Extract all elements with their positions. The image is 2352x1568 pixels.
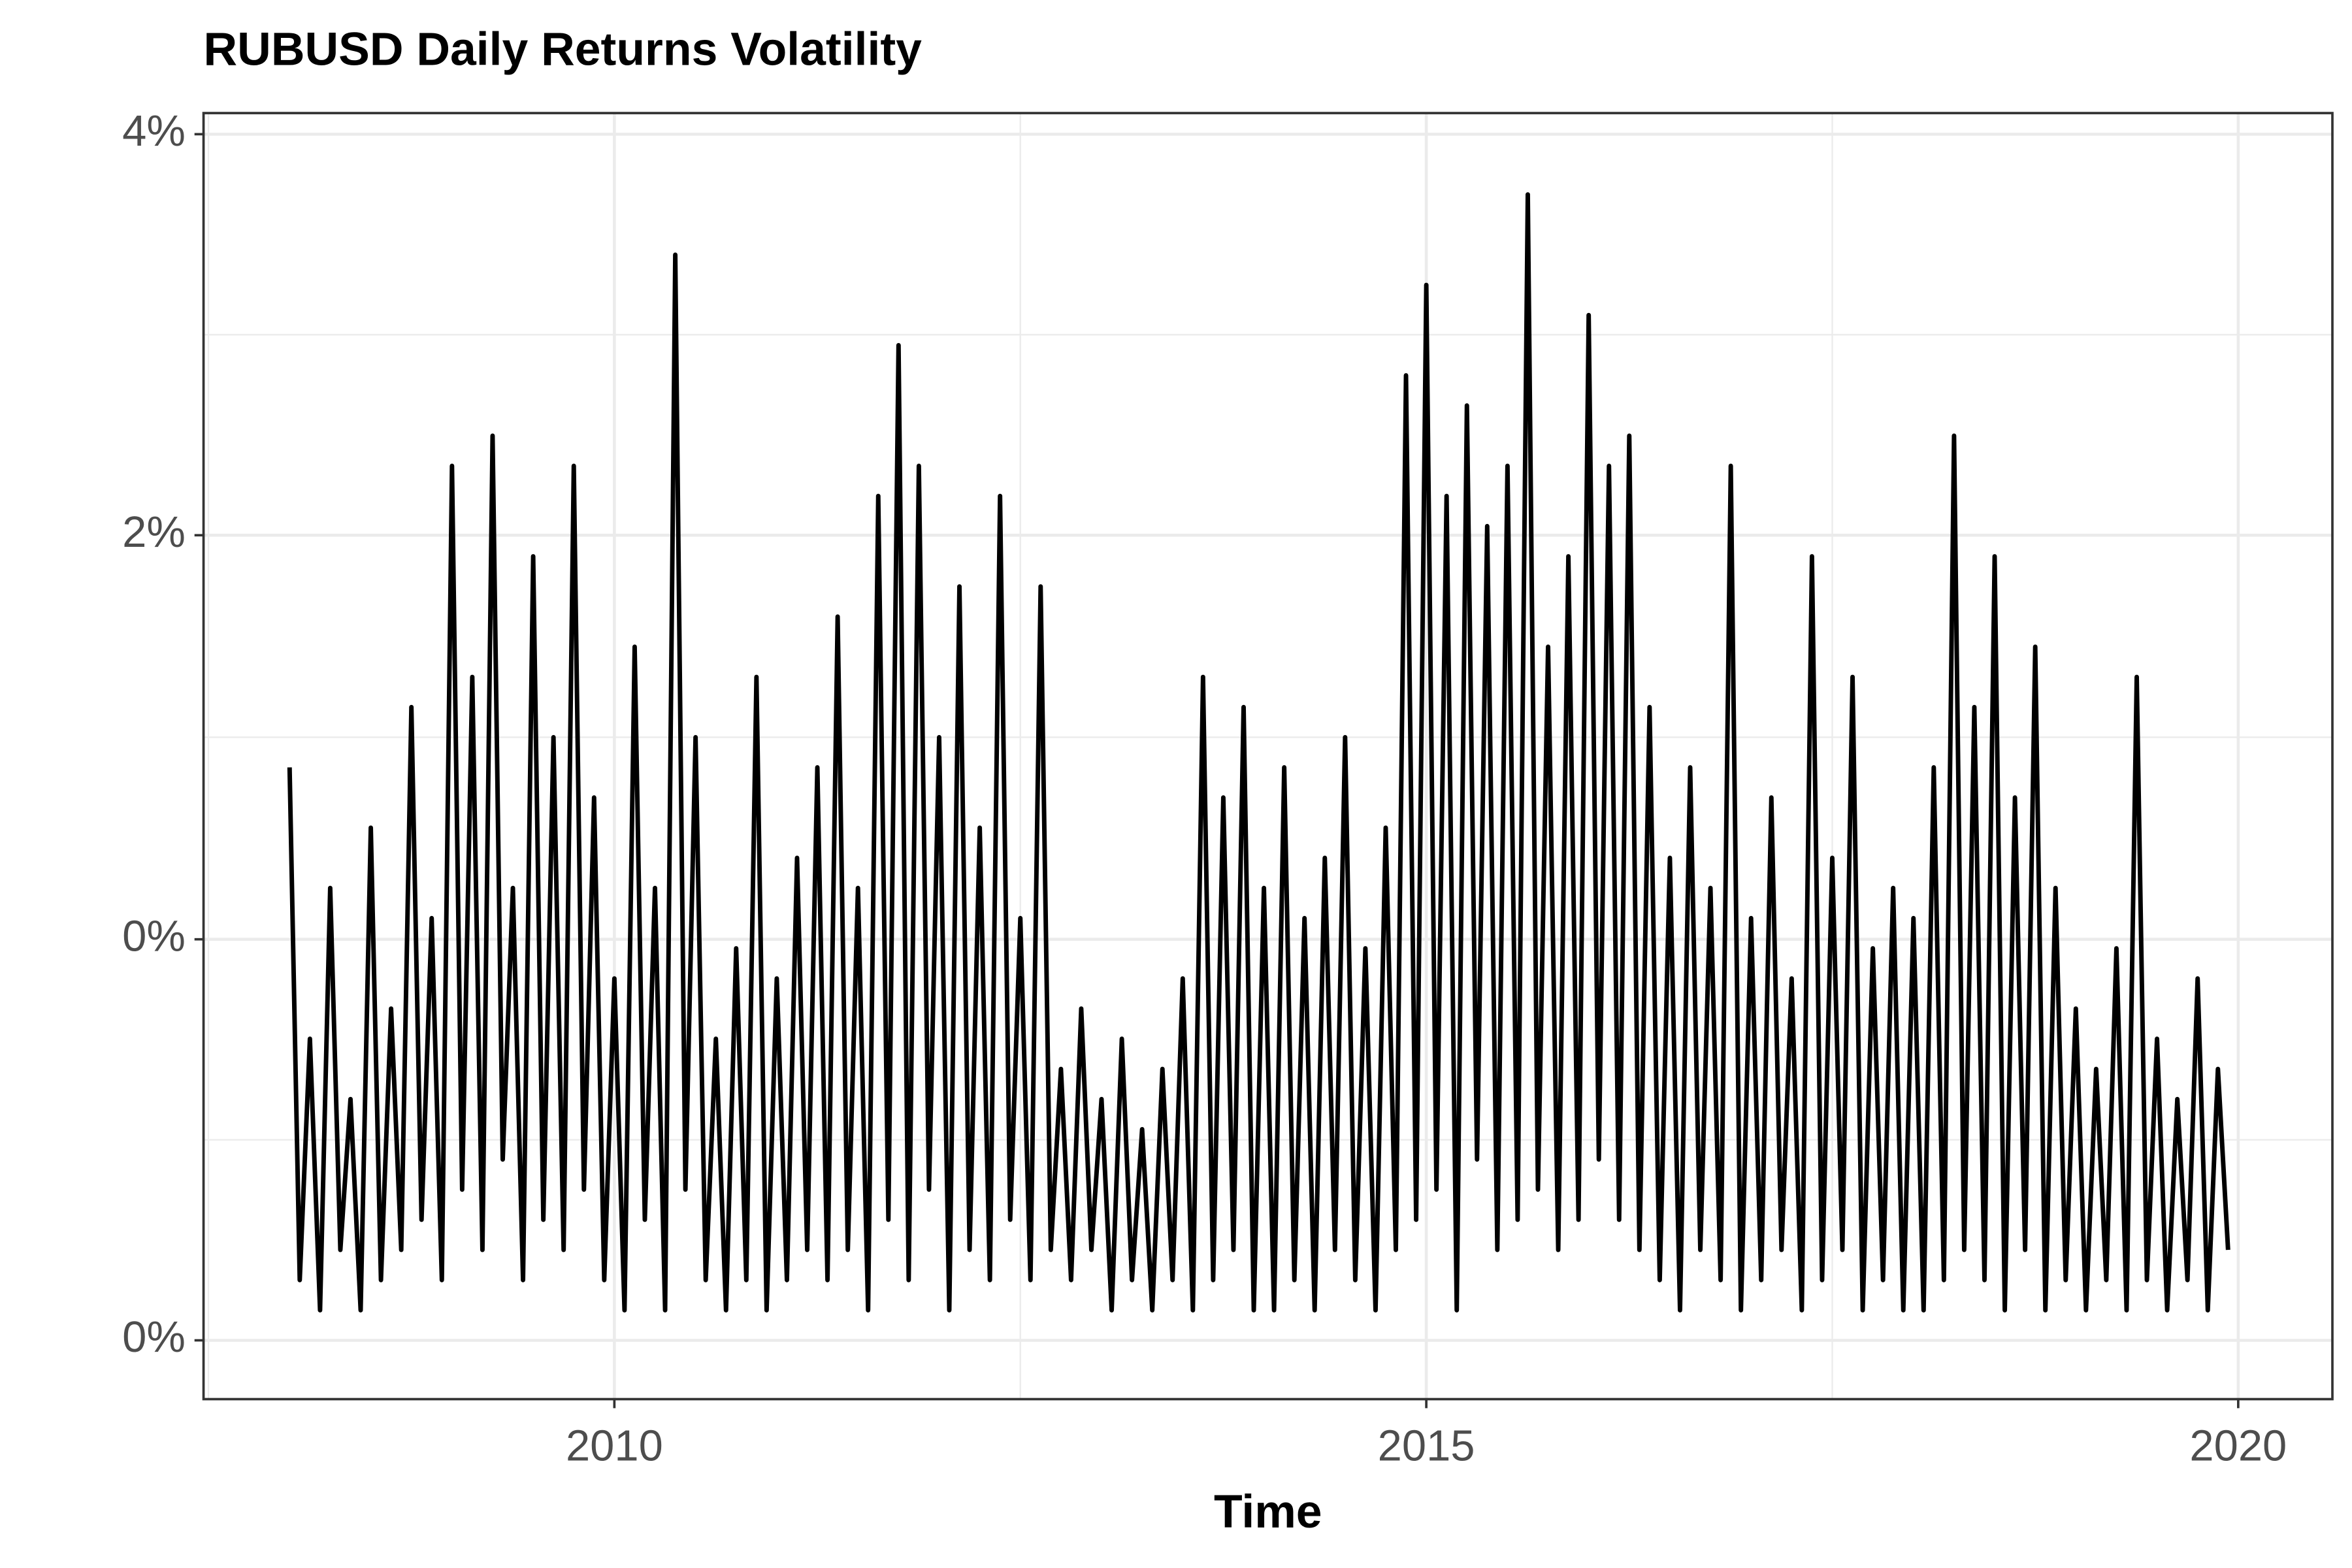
x-tick-label: 2020 — [2189, 1421, 2287, 1470]
y-tick-label: 0% — [122, 1313, 186, 1362]
x-tick-label: 2010 — [566, 1421, 663, 1470]
x-axis-title: Time — [1214, 1486, 1322, 1538]
y-tick-label: 2% — [122, 508, 186, 557]
chart-title: RUBUSD Daily Returns Volatility — [204, 24, 923, 76]
y-tick-label: 0% — [122, 911, 186, 960]
plot-area — [287, 192, 2230, 1313]
series-line — [287, 192, 2230, 1313]
panel-border — [202, 112, 2334, 1401]
x-tick-label: 2015 — [1378, 1421, 1475, 1470]
y-tick-label: 4% — [122, 106, 186, 155]
axes: 0% 0% 2% 4% 2010 2015 2020 — [122, 106, 2287, 1470]
